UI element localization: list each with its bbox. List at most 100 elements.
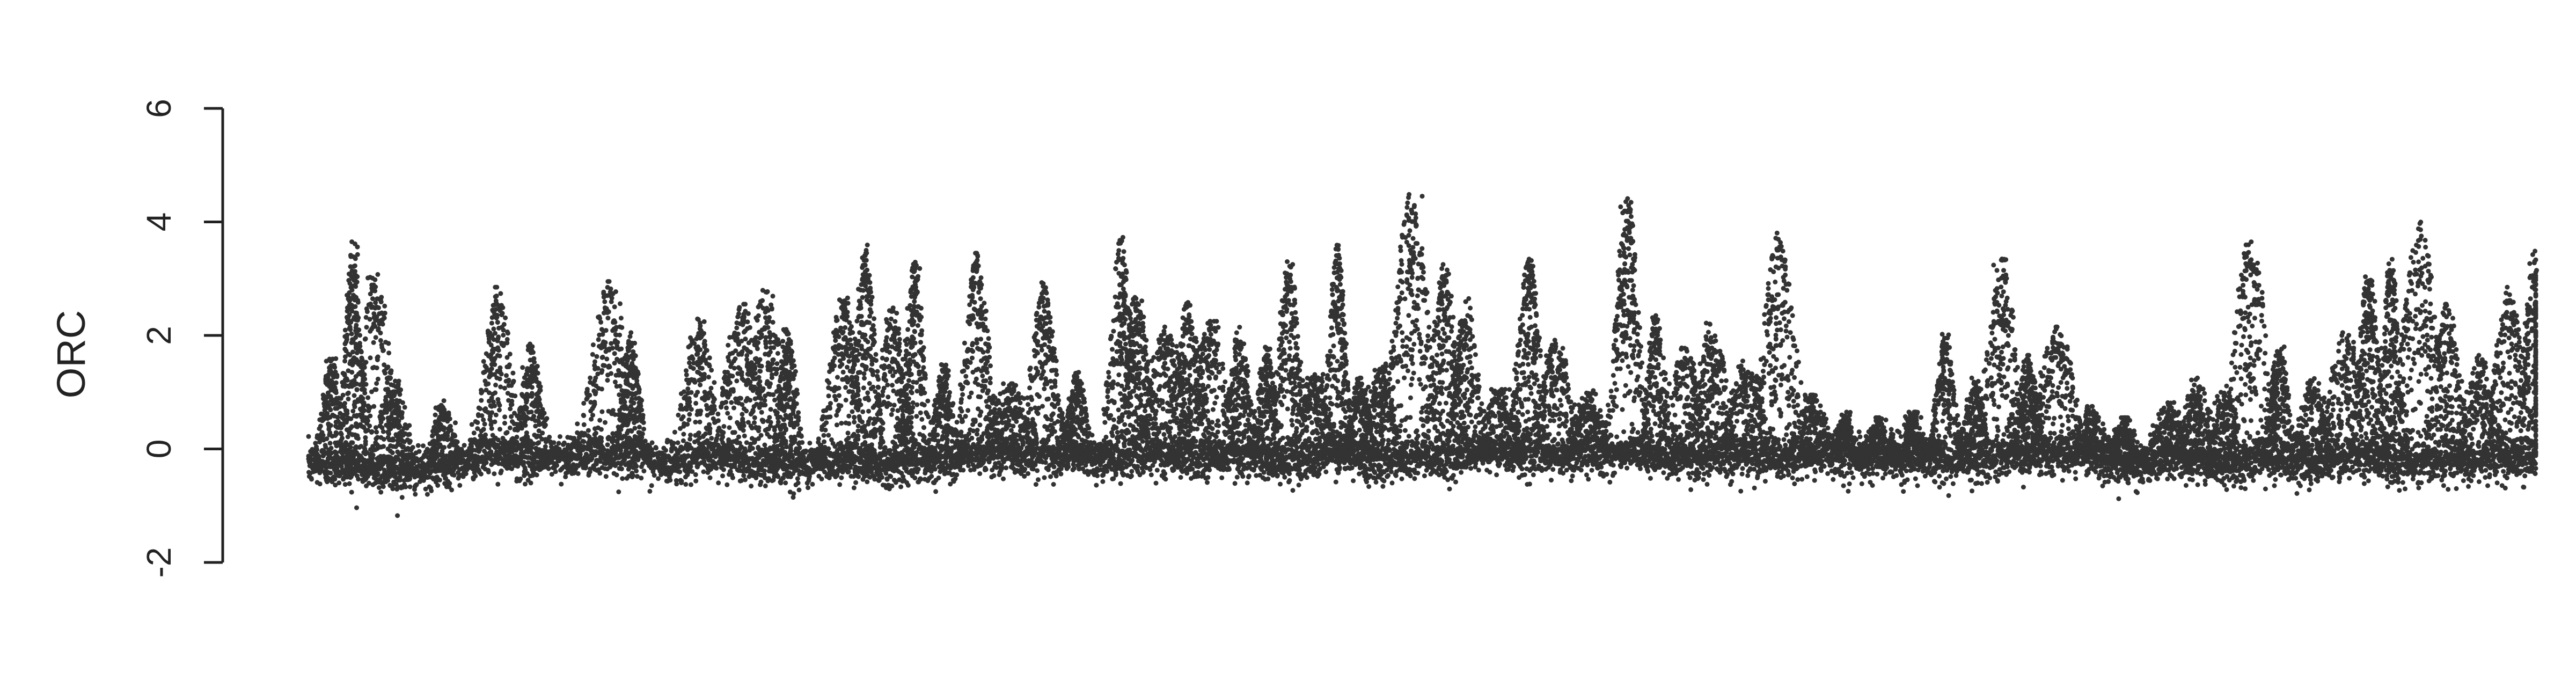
data-point — [1425, 449, 1431, 455]
data-point — [1389, 469, 1394, 474]
data-point — [647, 488, 653, 494]
data-point — [1373, 479, 1379, 485]
data-point — [750, 446, 755, 451]
data-point — [1240, 474, 1246, 479]
data-point — [1043, 460, 1048, 465]
data-point — [551, 440, 557, 445]
data-point — [495, 481, 501, 487]
data-point — [936, 476, 941, 480]
data-point — [457, 482, 463, 488]
data-point — [575, 421, 580, 427]
data-point — [1476, 467, 1481, 473]
data-point — [1118, 481, 1123, 486]
data-point — [743, 477, 748, 482]
data-point — [354, 505, 359, 510]
data-point — [1453, 479, 1458, 485]
data-point — [1154, 467, 1160, 473]
data-point — [553, 469, 558, 474]
data-point — [966, 463, 971, 469]
data-point — [961, 467, 966, 473]
data-point — [741, 473, 747, 478]
data-point — [1399, 476, 1404, 481]
data-point — [1519, 466, 1525, 472]
data-point — [463, 471, 469, 477]
data-point — [425, 492, 430, 497]
data-point — [1304, 475, 1309, 480]
data-point — [1460, 453, 1465, 458]
y-axis-label: ORC — [49, 310, 93, 398]
data-point — [399, 495, 405, 500]
data-point — [889, 484, 895, 489]
data-point — [1386, 473, 1391, 478]
data-point — [716, 480, 721, 486]
data-point — [415, 443, 421, 448]
data-point — [639, 476, 644, 481]
data-point — [336, 480, 342, 486]
data-point — [558, 434, 562, 439]
data-point — [688, 433, 693, 438]
data-point — [528, 480, 533, 486]
data-point — [1497, 461, 1503, 466]
data-point — [689, 482, 693, 487]
data-point — [679, 479, 684, 484]
data-point — [492, 471, 497, 477]
data-point — [1297, 467, 1302, 472]
data-point — [333, 482, 338, 488]
data-point — [1406, 434, 1411, 439]
data-point — [1412, 476, 1417, 481]
data-point — [376, 485, 382, 491]
data-point — [1487, 470, 1492, 475]
data-point — [806, 485, 811, 491]
data-point — [518, 476, 523, 481]
data-point — [1095, 473, 1100, 478]
data-point — [1527, 481, 1532, 487]
data-point — [977, 471, 983, 477]
data-point — [762, 468, 767, 473]
y-tick-label: 6 — [140, 99, 178, 118]
data-point — [449, 487, 455, 493]
data-point — [1178, 475, 1183, 480]
data-point — [1153, 480, 1159, 486]
data-point — [521, 460, 526, 465]
data-point — [654, 445, 658, 451]
data-point — [375, 471, 380, 476]
data-point — [839, 475, 844, 480]
data-point — [888, 474, 894, 479]
data-point — [1323, 469, 1329, 474]
data-point — [534, 472, 539, 478]
data-point — [507, 425, 513, 430]
data-point — [1227, 467, 1232, 472]
data-point — [1287, 471, 1292, 477]
data-point — [403, 484, 408, 489]
data-point — [1522, 472, 1527, 478]
data-point — [1094, 482, 1099, 488]
data-point — [649, 483, 654, 488]
data-point — [810, 481, 815, 487]
data-point — [1163, 477, 1168, 482]
data-point — [701, 469, 706, 474]
data-point — [1035, 468, 1040, 473]
data-point — [677, 469, 683, 474]
data-point — [1026, 471, 1031, 476]
data-point — [462, 443, 467, 448]
data-point — [1184, 471, 1190, 476]
data-point — [1147, 467, 1153, 472]
data-point — [1219, 475, 1225, 480]
data-point — [1205, 475, 1211, 480]
data-point — [378, 489, 384, 495]
data-point — [641, 469, 647, 474]
data-point — [1246, 473, 1252, 479]
data-point — [597, 471, 603, 476]
data-point — [413, 492, 418, 497]
data-point — [975, 428, 980, 433]
data-point — [1058, 471, 1064, 477]
data-point — [783, 480, 788, 486]
data-point — [1366, 484, 1372, 489]
data-point — [332, 477, 338, 482]
data-point — [1408, 473, 1413, 479]
data-point — [356, 477, 361, 482]
data-point — [1045, 467, 1051, 472]
data-point — [603, 420, 608, 425]
data-point — [429, 488, 434, 493]
data-point — [983, 467, 989, 472]
